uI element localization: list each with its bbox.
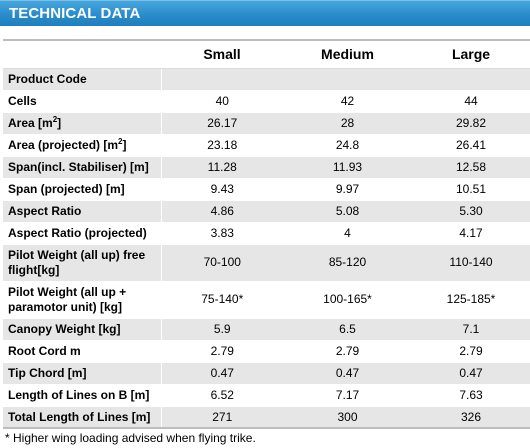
row-label: Aspect Ratio [3, 200, 162, 223]
table-row: Span (projected) [m] 9.43 9.97 10.51 [3, 178, 530, 201]
row-label: Area (projected) [m2] [3, 134, 162, 157]
header-large: Large [412, 40, 530, 69]
row-value: 42 [283, 90, 412, 113]
row-value: 85-120 [283, 244, 412, 282]
table-row: Canopy Weight [kg] 5.9 6.5 7.1 [3, 318, 530, 341]
row-value: 0.47 [161, 362, 283, 385]
row-value: 100-165* [283, 281, 412, 319]
row-label: Pilot Weight (all up) free flight[kg] [3, 244, 162, 282]
row-value [283, 68, 412, 91]
table-row: Area [m2] 26.17 28 29.82 [3, 112, 530, 135]
row-value: 6.5 [283, 318, 412, 341]
row-value: 29.82 [412, 112, 530, 135]
footnote: * Higher wing loading advised when flyin… [5, 431, 256, 445]
row-value: 3.83 [161, 222, 283, 245]
row-value: 26.41 [412, 134, 530, 157]
row-value: 5.08 [283, 200, 412, 223]
row-label: Length of Lines on B [m] [3, 384, 162, 407]
row-value: 7.63 [412, 384, 530, 407]
row-value: 9.43 [161, 178, 283, 201]
row-value: 6.52 [161, 384, 283, 407]
header-blank [3, 40, 161, 69]
row-value: 4.17 [412, 222, 530, 245]
row-value: 28 [283, 112, 412, 135]
table-row: Span(incl. Stabiliser) [m] 11.28 11.93 12.5… [3, 156, 530, 179]
row-label: Span (projected) [m] [3, 178, 162, 201]
row-label: Canopy Weight [kg] [3, 318, 162, 341]
row-value: 11.28 [161, 156, 283, 179]
row-value: 10.51 [412, 178, 530, 201]
row-value: 300 [283, 406, 412, 429]
row-value: 23.18 [161, 134, 283, 157]
row-label: Product Code [3, 68, 162, 91]
row-value: 5.30 [412, 200, 530, 223]
row-value: 2.79 [161, 340, 283, 363]
row-label: Cells [3, 90, 162, 113]
title-bar: TECHNICAL DATA [0, 0, 530, 26]
row-value: 70-100 [161, 244, 283, 282]
row-value: 125-185* [412, 281, 530, 319]
table-row: Root Cord m 2.79 2.79 2.79 [3, 340, 530, 363]
table-row: Pilot Weight (all up + paramotor unit) [… [3, 281, 530, 319]
row-value: 75-140* [161, 281, 283, 319]
row-value: 271 [161, 406, 283, 429]
table-row: Aspect Ratio (projected) 3.83 4 4.17 [3, 222, 530, 245]
row-label: Aspect Ratio (projected) [3, 222, 162, 245]
row-value: 7.1 [412, 318, 530, 341]
row-value: 44 [412, 90, 530, 113]
table-row: Area (projected) [m2] 23.18 24.8 26.41 [3, 134, 530, 157]
row-value: 7.17 [283, 384, 412, 407]
row-value: 9.97 [283, 178, 412, 201]
row-value: 110-140 [412, 244, 530, 282]
row-value: 0.47 [412, 362, 530, 385]
row-value: 326 [412, 406, 530, 429]
row-label: Total Length of Lines [m] [3, 406, 162, 429]
row-label: Span(incl. Stabiliser) [m] [3, 156, 162, 179]
header-medium: Medium [283, 40, 412, 69]
row-value: 11.93 [283, 156, 412, 179]
row-value [161, 68, 283, 91]
table-row: Product Code [3, 68, 530, 91]
table-row: Total Length of Lines [m] 271 300 326 [3, 406, 530, 429]
row-value: 24.8 [283, 134, 412, 157]
row-label: Pilot Weight (all up + paramotor unit) [… [3, 281, 162, 319]
row-value: 4 [283, 222, 412, 245]
row-value: 5.9 [161, 318, 283, 341]
row-value: 26.17 [161, 112, 283, 135]
table-row: Pilot Weight (all up) free flight[kg] 70-… [3, 244, 530, 282]
row-value: 12.58 [412, 156, 530, 179]
technical-data-table: Small Medium Large Product Code Cells 40 42… [3, 39, 530, 429]
header-row: Small Medium Large [3, 40, 530, 69]
row-label: Area [m2] [3, 112, 162, 135]
table-row: Length of Lines on B [m] 6.52 7.17 7.63 [3, 384, 530, 407]
row-value: 2.79 [283, 340, 412, 363]
header-small: Small [161, 40, 283, 69]
row-label: Root Cord m [3, 340, 162, 363]
row-value: 40 [161, 90, 283, 113]
row-value [412, 68, 530, 91]
row-value: 4.86 [161, 200, 283, 223]
row-value: 2.79 [412, 340, 530, 363]
table-row: Tip Chord [m] 0.47 0.47 0.47 [3, 362, 530, 385]
table-row: Aspect Ratio 4.86 5.08 5.30 [3, 200, 530, 223]
table-row: Cells 40 42 44 [3, 90, 530, 113]
page-title: TECHNICAL DATA [9, 5, 141, 22]
row-value: 0.47 [283, 362, 412, 385]
row-label: Tip Chord [m] [3, 362, 162, 385]
